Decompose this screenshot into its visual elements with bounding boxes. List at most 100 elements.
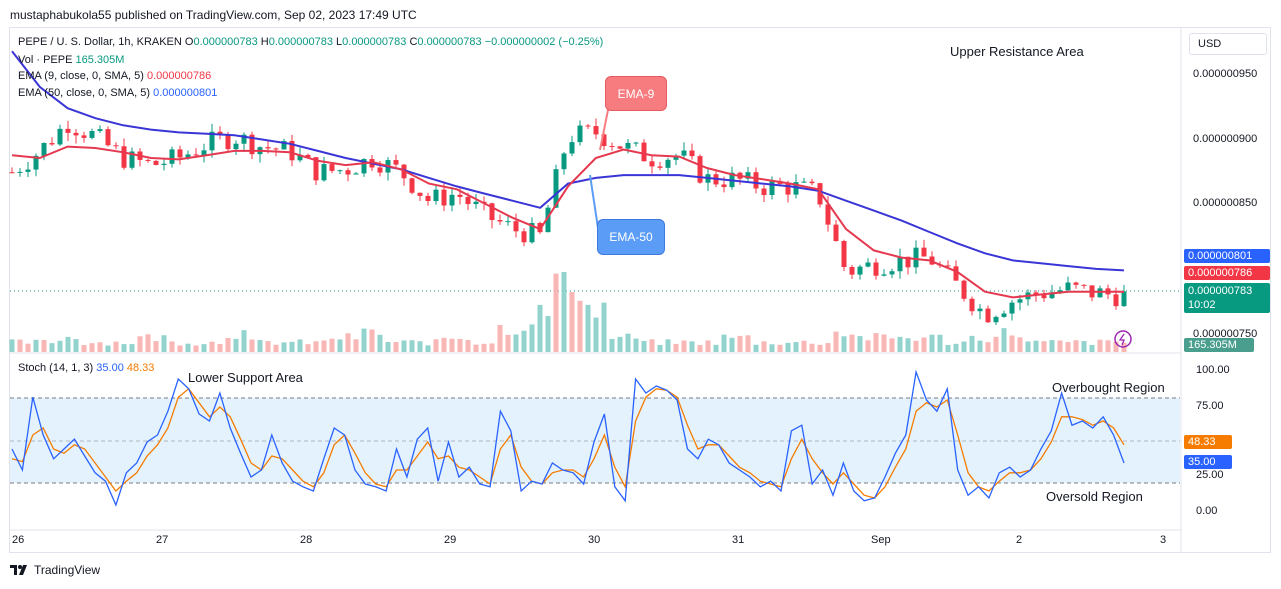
volume-bar bbox=[561, 272, 567, 352]
candle-body bbox=[393, 160, 399, 165]
volume-bar bbox=[241, 330, 247, 352]
volume-bar bbox=[129, 344, 135, 352]
candle-body bbox=[545, 207, 551, 233]
volume-bar bbox=[649, 339, 655, 352]
candle-body bbox=[673, 155, 679, 160]
volume-bars bbox=[9, 272, 1127, 352]
candle-body bbox=[321, 164, 327, 181]
volume-bar bbox=[273, 344, 279, 352]
footer-brand[interactable]: TradingView bbox=[10, 563, 100, 577]
candle-body bbox=[1041, 295, 1047, 299]
candle-body bbox=[201, 150, 207, 156]
candle-body bbox=[353, 173, 359, 175]
volume-bar bbox=[73, 339, 79, 352]
volume-bar bbox=[481, 343, 487, 352]
volume-bar bbox=[25, 343, 31, 352]
open-value: 0.000000783 bbox=[193, 36, 258, 48]
volume-bar bbox=[1009, 335, 1015, 352]
candle-body bbox=[33, 155, 39, 170]
volume-bar bbox=[65, 336, 71, 352]
volume-bar bbox=[785, 342, 791, 352]
volume-bar bbox=[1065, 341, 1071, 352]
time-tick: 26 bbox=[12, 534, 25, 546]
candle-body bbox=[57, 128, 63, 145]
price-tick: 0.000000900 bbox=[1193, 133, 1258, 145]
volume-bar bbox=[641, 340, 647, 352]
candle-body bbox=[697, 156, 703, 183]
candle-body bbox=[905, 256, 911, 268]
currency-button[interactable]: USD bbox=[1189, 33, 1267, 55]
oversold-label: Oversold Region bbox=[1046, 489, 1143, 504]
volume-bar bbox=[545, 316, 551, 352]
volume-bar bbox=[121, 344, 127, 352]
candle-body bbox=[73, 132, 79, 136]
candle-body bbox=[977, 308, 983, 312]
lower-support-label: Lower Support Area bbox=[188, 370, 303, 385]
candle-body bbox=[1009, 302, 1015, 314]
candle-body bbox=[769, 180, 775, 196]
candle-body bbox=[825, 204, 831, 225]
time-tick: 28 bbox=[300, 534, 313, 546]
volume-bar bbox=[777, 344, 783, 352]
candle-body bbox=[409, 178, 415, 193]
candle-body bbox=[193, 154, 199, 156]
candle-body bbox=[849, 266, 855, 275]
volume-bar bbox=[977, 340, 983, 352]
volume-bar bbox=[417, 341, 423, 352]
volume-bar bbox=[17, 339, 23, 352]
volume-bar bbox=[873, 333, 879, 352]
candle-body bbox=[361, 159, 367, 174]
candle-body bbox=[785, 183, 791, 195]
candle-body bbox=[265, 147, 271, 149]
volume-bar bbox=[841, 336, 847, 352]
volume-bar bbox=[673, 343, 679, 352]
candle-body bbox=[985, 308, 991, 323]
candle-body bbox=[225, 134, 231, 150]
candle-body bbox=[761, 188, 767, 196]
legend-volume: Vol · PEPE 165.305M bbox=[18, 54, 125, 66]
stoch-tick: 0.00 bbox=[1196, 505, 1218, 517]
candle-body bbox=[1033, 292, 1039, 296]
volume-bar bbox=[153, 341, 159, 352]
volume-bar bbox=[489, 343, 495, 352]
price-tick: 0.000000850 bbox=[1193, 197, 1258, 209]
candle-body bbox=[945, 265, 951, 267]
volume-bar bbox=[425, 345, 431, 352]
volume-bar bbox=[1057, 340, 1063, 352]
stoch-d-line bbox=[11, 387, 1125, 499]
volume-bar bbox=[521, 330, 527, 352]
volume-bar bbox=[321, 340, 327, 352]
volume-bar bbox=[985, 342, 991, 352]
volume-bar bbox=[473, 344, 479, 352]
volume-bar bbox=[617, 336, 623, 352]
volume-bar bbox=[825, 343, 831, 352]
time-tick: 27 bbox=[156, 534, 169, 546]
candle-body bbox=[153, 160, 159, 165]
candle-body bbox=[897, 256, 903, 272]
candle-body bbox=[177, 149, 183, 158]
candle-body bbox=[465, 196, 471, 205]
volume-bar bbox=[881, 334, 887, 352]
countdown-value: 10:02 bbox=[1188, 299, 1216, 311]
volume-bar bbox=[1049, 340, 1055, 352]
volume-bar bbox=[609, 338, 615, 352]
time-tick: 3 bbox=[1160, 534, 1167, 546]
candle-body bbox=[649, 161, 655, 167]
candle-body bbox=[537, 222, 543, 233]
volume-bar bbox=[401, 340, 407, 352]
volume-bar bbox=[281, 342, 287, 352]
candle-body bbox=[433, 189, 439, 202]
upper-resistance-label: Upper Resistance Area bbox=[950, 44, 1084, 59]
volume-bar bbox=[377, 334, 383, 352]
volume-bar bbox=[857, 336, 863, 352]
volume-bar bbox=[465, 340, 471, 352]
volume-bar bbox=[1113, 341, 1119, 352]
alert-icon-bolt bbox=[1118, 333, 1125, 346]
candle-body bbox=[665, 159, 671, 168]
candle-body bbox=[561, 153, 567, 170]
volume-bar bbox=[577, 300, 583, 352]
candle-body bbox=[113, 145, 119, 147]
volume-bar bbox=[633, 338, 639, 352]
time-tick: 30 bbox=[588, 534, 601, 546]
